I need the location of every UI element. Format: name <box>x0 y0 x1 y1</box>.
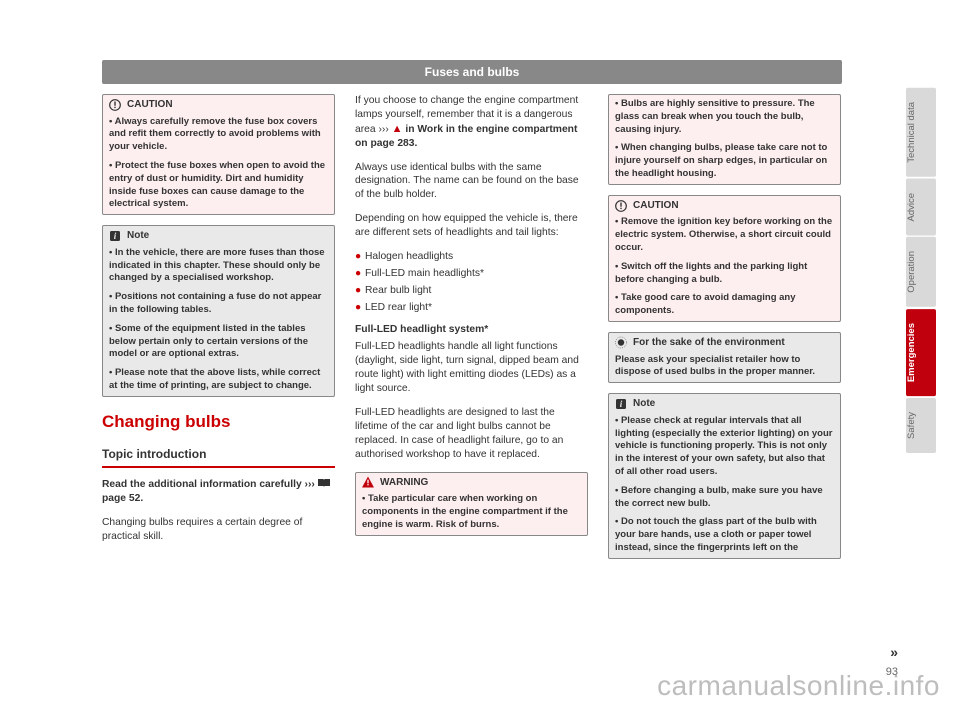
book-icon <box>318 479 330 490</box>
bullet-dot-icon: ● <box>355 267 365 281</box>
caution-head: CAUTION <box>109 98 328 112</box>
note-box: i Note • In the vehicle, there are more … <box>102 225 335 397</box>
bullet-text: Halogen headlights <box>365 250 453 264</box>
read-more-pre: Read the additional information carefull… <box>102 479 318 490</box>
paragraph: If you choose to change the engine compa… <box>355 94 588 151</box>
bullet-dot-icon: ● <box>355 301 365 315</box>
note-item: • Please note that the above lists, whil… <box>109 367 328 393</box>
caution-icon <box>615 200 627 212</box>
note-item: • Please check at regular intervals that… <box>615 415 834 479</box>
env-label: For the sake of the environment <box>633 336 785 350</box>
environment-icon <box>615 337 627 349</box>
note-head: i Note <box>615 397 834 411</box>
intro-paragraph: Changing bulbs requires a certain degree… <box>102 516 335 544</box>
paragraph: Full-LED headlights handle all light fun… <box>355 340 588 396</box>
note-label: Note <box>633 397 655 411</box>
warning-triangle-icon: ▲ <box>392 123 403 135</box>
info-icon: i <box>109 230 121 242</box>
column-1: CAUTION • Always carefully remove the fu… <box>102 94 335 569</box>
note-head: i Note <box>109 229 328 243</box>
env-head: For the sake of the environment <box>615 336 834 350</box>
warning-head: WARNING <box>362 476 581 490</box>
caution-label: CAUTION <box>127 98 173 112</box>
bullet-item: ●LED rear light* <box>355 301 588 315</box>
section-header: Fuses and bulbs <box>102 60 842 84</box>
warning-triangle-icon <box>362 476 374 488</box>
page-ref: page 52. <box>102 493 143 504</box>
caution-item: • Protect the fuse boxes when open to av… <box>109 160 328 211</box>
info-icon: i <box>615 398 627 410</box>
caution-item: • Remove the ignition key before working… <box>615 216 834 254</box>
bullet-text: Full-LED main headlights* <box>365 267 484 281</box>
bullet-item: ●Rear bulb light <box>355 284 588 298</box>
bullet-item: ●Full-LED main headlights* <box>355 267 588 281</box>
caution-label: CAUTION <box>633 199 679 213</box>
tab-technical-data[interactable]: Technical data <box>906 88 936 177</box>
warning-item: • Bulbs are highly sensitive to pressure… <box>615 98 834 136</box>
warning-box-cont: • Bulbs are highly sensitive to pressure… <box>608 94 841 185</box>
caution-icon <box>109 99 121 111</box>
warning-label: WARNING <box>380 476 428 490</box>
inline-heading: Full-LED headlight system* <box>355 323 588 337</box>
warning-box: WARNING • Take particular care when work… <box>355 472 588 536</box>
caution-item: • Always carefully remove the fuse box c… <box>109 116 328 154</box>
page: Fuses and bulbs CAUTION • Always careful… <box>0 0 960 708</box>
note-label: Note <box>127 229 149 243</box>
read-more: Read the additional information carefull… <box>102 478 335 506</box>
column-3: • Bulbs are highly sensitive to pressure… <box>608 94 841 569</box>
bullet-text: Rear bulb light <box>365 284 431 298</box>
side-tabs: Technical data Advice Operation Emergenc… <box>906 88 936 453</box>
note-item: • Some of the equipment listed in the ta… <box>109 323 328 361</box>
paragraph: Full-LED headlights are designed to last… <box>355 406 588 462</box>
tab-emergencies[interactable]: Emergencies <box>906 309 936 396</box>
caution-box: CAUTION • Always carefully remove the fu… <box>102 94 335 215</box>
page-number: 93 <box>886 666 898 678</box>
content-columns: CAUTION • Always carefully remove the fu… <box>102 94 842 569</box>
tab-operation[interactable]: Operation <box>906 237 936 307</box>
caution-head: CAUTION <box>615 199 834 213</box>
subsection-title: Topic introduction <box>102 446 335 468</box>
bullet-dot-icon: ● <box>355 250 365 264</box>
paragraph: Depending on how equipped the vehicle is… <box>355 212 588 240</box>
warning-item: • Take particular care when working on c… <box>362 493 581 531</box>
caution-box: CAUTION • Remove the ignition key before… <box>608 195 841 322</box>
bullet-item: ●Halogen headlights <box>355 250 588 264</box>
tab-advice[interactable]: Advice <box>906 179 936 236</box>
note-item: • Do not touch the glass part of the bul… <box>615 516 834 554</box>
warning-item: • When changing bulbs, please take care … <box>615 142 834 180</box>
tab-safety[interactable]: Safety <box>906 398 936 453</box>
bullet-text: LED rear light* <box>365 301 432 315</box>
column-2: If you choose to change the engine compa… <box>355 94 588 569</box>
note-box: i Note • Please check at regular interva… <box>608 393 841 559</box>
section-title: Changing bulbs <box>102 411 335 434</box>
continue-chevrons: » <box>890 644 898 660</box>
note-item: • Before changing a bulb, make sure you … <box>615 485 834 511</box>
paragraph: Always use identical bulbs with the same… <box>355 161 588 203</box>
caution-item: • Switch off the lights and the parking … <box>615 261 834 287</box>
note-item: • In the vehicle, there are more fuses t… <box>109 247 328 285</box>
environment-box: For the sake of the environment Please a… <box>608 332 841 383</box>
note-item: • Positions not containing a fuse do not… <box>109 291 328 317</box>
env-text: Please ask your specialist retailer how … <box>615 354 834 380</box>
bullet-dot-icon: ● <box>355 284 365 298</box>
caution-item: • Take good care to avoid damaging any c… <box>615 292 834 318</box>
